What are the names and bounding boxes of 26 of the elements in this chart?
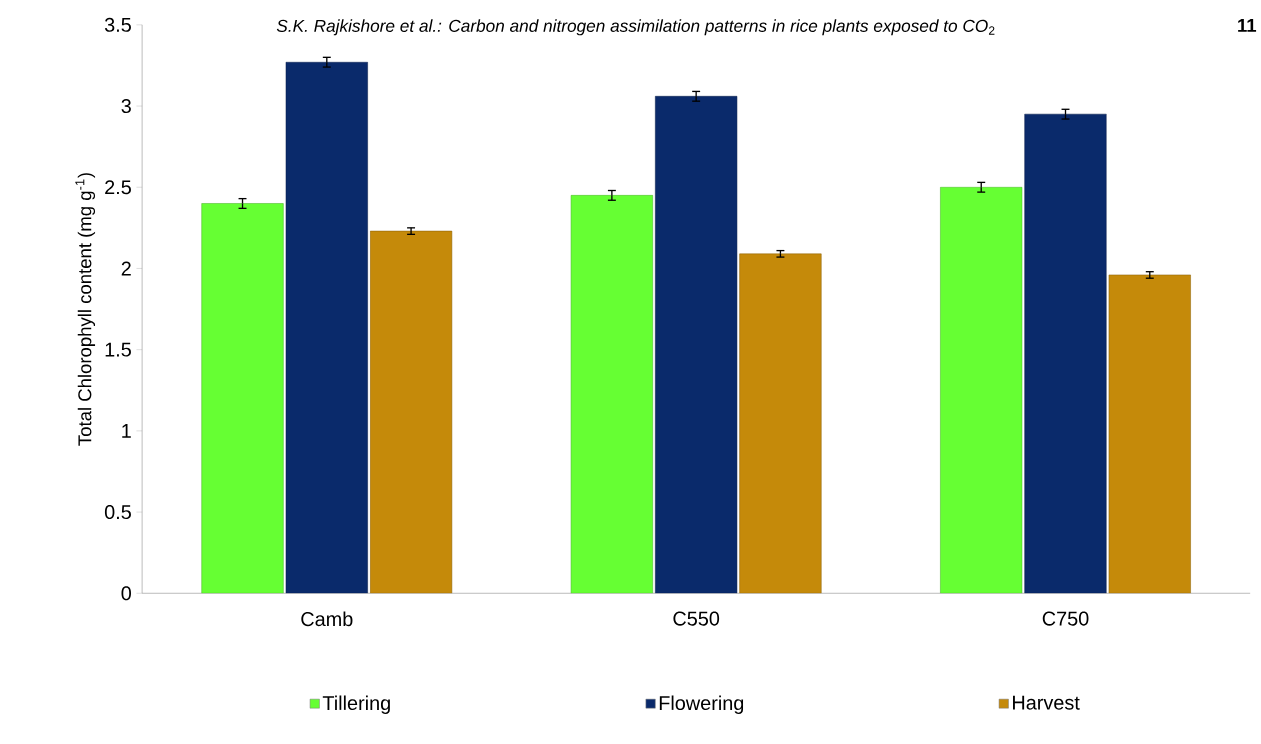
legend-label: Flowering xyxy=(659,695,744,714)
bar xyxy=(285,61,368,594)
bar xyxy=(201,203,284,594)
y-axis-title: Total Chlorophyll content (mg g$^{-1}$) xyxy=(75,173,96,446)
bar xyxy=(739,253,822,594)
bar xyxy=(1108,274,1191,594)
x-tick-label: Camb xyxy=(301,611,353,626)
legend-label: Harvest xyxy=(1013,695,1080,710)
y-tick-label: 3.5 xyxy=(104,17,131,32)
y-tick-label: 1.5 xyxy=(105,342,131,357)
bar xyxy=(940,186,1023,594)
x-tick-label: C550 xyxy=(673,611,720,626)
bar xyxy=(655,95,738,594)
y-tick-label: 0 xyxy=(121,586,131,601)
bar xyxy=(1024,113,1107,594)
annotation: 11 xyxy=(1238,18,1257,32)
y-tick-label: 3 xyxy=(121,98,131,113)
y-tick-label: 0.5 xyxy=(104,504,131,519)
x-tick-label: C750 xyxy=(1042,611,1089,626)
y-tick-label: 2.5 xyxy=(105,180,131,195)
legend-label: Tillering xyxy=(322,695,390,714)
bar xyxy=(369,230,453,594)
y-tick-label: 2 xyxy=(121,261,131,276)
bar xyxy=(570,194,653,594)
y-tick-label: 1 xyxy=(122,423,131,438)
annotation: S.K. Rajkishore et al.: Carbon and nitrogen assimilation patterns in rice plants exposed to CO$_{2}$ xyxy=(276,19,995,36)
